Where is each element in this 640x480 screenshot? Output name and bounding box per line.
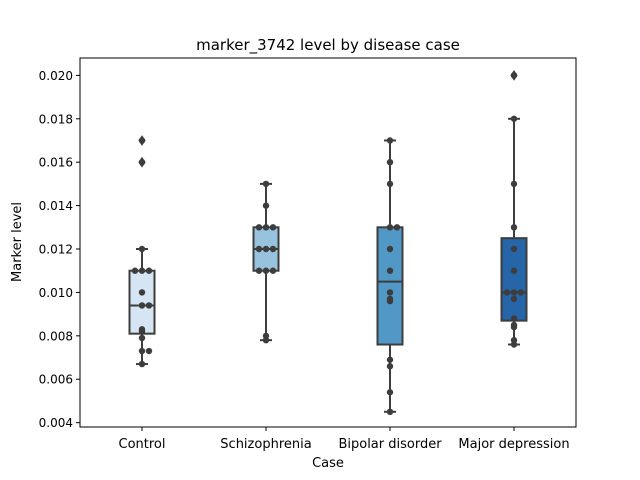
- data-point: [138, 267, 146, 274]
- y-axis: 0.004 0.006 0.008 0.010 0.012 0.014 0.016 0.018…: [39, 69, 80, 430]
- data-point: [138, 360, 146, 368]
- data-point: [145, 347, 153, 355]
- data-point: [386, 356, 394, 363]
- data-point: [386, 224, 394, 231]
- x-tick-label: Major depression: [458, 437, 569, 452]
- y-tick-label: 0.012: [39, 243, 73, 257]
- data-point: [138, 245, 146, 253]
- data-point: [262, 245, 270, 253]
- swarm-2: [255, 180, 277, 344]
- data-point: [386, 408, 394, 416]
- data-point: [262, 267, 270, 274]
- data-point: [269, 224, 277, 231]
- data-point: [145, 302, 153, 309]
- data-point: [510, 180, 518, 188]
- x-axis-label: Case: [312, 456, 344, 471]
- data-point: [386, 158, 394, 166]
- y-tick-label: 0.006: [39, 373, 73, 387]
- data-point: [510, 336, 518, 344]
- x-axis: Control Schizophrenia Bipolar disorder Majo…: [119, 427, 570, 452]
- box-4: [500, 69, 528, 346]
- plot-frame: [79, 57, 577, 428]
- swarm-3: [386, 137, 401, 416]
- data-point: [510, 289, 518, 296]
- data-point: [386, 267, 394, 274]
- box-body: [128, 269, 156, 335]
- data-point: [510, 224, 518, 231]
- data-point: [262, 224, 270, 231]
- data-point: [131, 267, 139, 274]
- box-body: [376, 226, 404, 346]
- data-point: [510, 315, 518, 322]
- y-axis-label: Marker level: [10, 202, 25, 282]
- data-point: [262, 202, 270, 209]
- data-point: [138, 302, 146, 309]
- box-body: [500, 237, 528, 322]
- data-point: [269, 245, 277, 253]
- data-point: [510, 295, 518, 303]
- data-point: [510, 115, 518, 122]
- x-tick-label: Bipolar disorder: [338, 437, 442, 452]
- data-point: [510, 72, 518, 79]
- data-point: [255, 224, 263, 231]
- data-point: [269, 267, 277, 274]
- data-point: [262, 180, 270, 188]
- data-point: [510, 245, 518, 253]
- data-point: [145, 267, 153, 274]
- swarm-1: [131, 137, 153, 368]
- y-tick-label: 0.004: [39, 416, 73, 430]
- y-tick-label: 0.020: [39, 69, 73, 83]
- data-point: [386, 389, 394, 396]
- data-point: [255, 245, 263, 253]
- data-point: [510, 321, 518, 329]
- plot-area: [128, 69, 528, 416]
- data-point: [138, 334, 146, 342]
- x-tick-label: Schizophrenia: [220, 437, 311, 452]
- swarm-4: [503, 72, 525, 348]
- data-point: [138, 289, 146, 296]
- y-tick-label: 0.018: [39, 112, 73, 126]
- data-point: [138, 326, 146, 333]
- data-point: [138, 347, 146, 355]
- y-tick-label: 0.008: [39, 329, 73, 343]
- data-point: [255, 267, 263, 274]
- data-point: [386, 180, 394, 188]
- data-point: [510, 267, 518, 274]
- data-point: [503, 289, 511, 296]
- data-point: [386, 363, 394, 370]
- data-point: [386, 137, 394, 144]
- chart-title: marker_3742 level by disease case: [196, 36, 460, 55]
- data-point: [386, 245, 394, 253]
- data-point: [138, 137, 146, 144]
- data-point: [386, 295, 394, 303]
- y-tick-label: 0.014: [39, 199, 73, 213]
- data-point: [393, 224, 401, 231]
- y-tick-label: 0.010: [39, 286, 73, 300]
- x-tick-label: Control: [119, 437, 166, 452]
- y-tick-label: 0.016: [39, 156, 73, 170]
- data-point: [262, 332, 270, 340]
- data-point: [517, 289, 525, 296]
- data-point: [138, 158, 146, 166]
- data-point: [386, 289, 394, 296]
